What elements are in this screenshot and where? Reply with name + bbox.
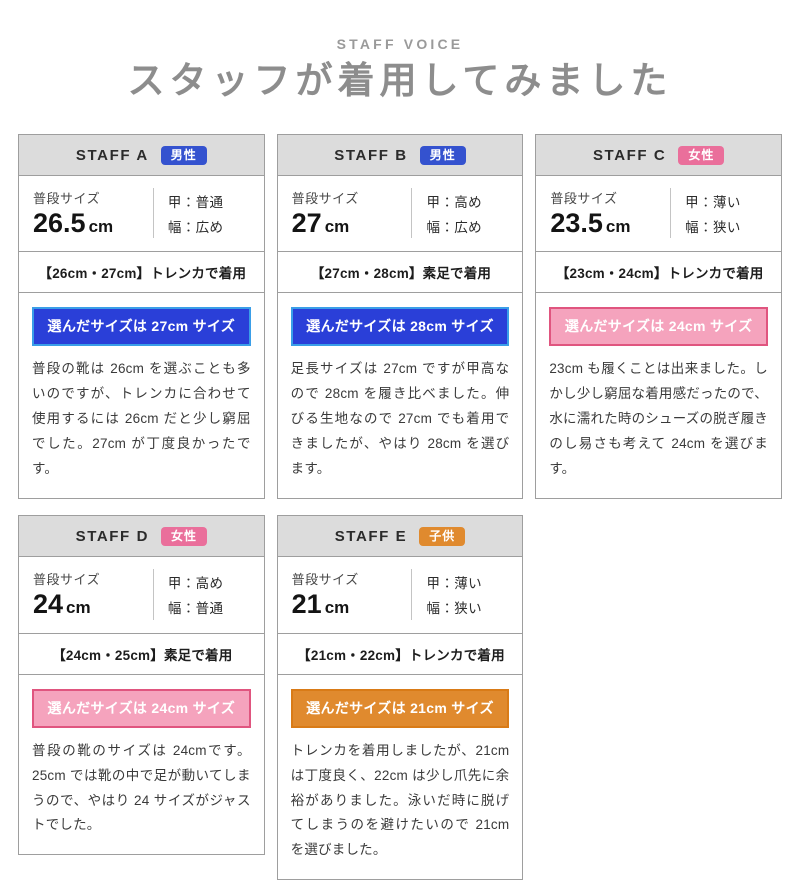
spec-width: 幅：広め <box>167 219 224 235</box>
staff-card: STAFF B 男性 普段サイズ 27 cm 甲：高め 幅：広め 【27cm・28… <box>276 134 524 500</box>
size-summary: 普段サイズ 24 cm 甲：高め 幅：普通 <box>19 557 264 634</box>
size-unit: cm <box>88 217 114 237</box>
staff-name: STAFF A <box>75 146 149 164</box>
usual-size-block: 普段サイズ 21 cm <box>278 569 412 619</box>
usual-size-label: 普段サイズ <box>291 191 359 207</box>
usual-size-block: 普段サイズ 27 cm <box>278 188 412 238</box>
chosen-size-banner: 選んだサイズは 24cm サイズ <box>549 307 768 347</box>
spec-instep: 甲：高め <box>426 194 483 210</box>
section-eyebrow: STAFF VOICE <box>336 36 464 52</box>
size-unit: cm <box>66 598 91 618</box>
card-body: 選んだサイズは 28cm サイズ 足長サイズは 27cm ですが甲高なので 28… <box>278 293 523 498</box>
wear-condition: 【26cm・27cm】トレンカで着用 <box>19 252 264 294</box>
review-text: 普段の靴のサイズは 24cmです。25cm では靴の中で足が動いてしまうので、や… <box>32 742 251 833</box>
size-unit: cm <box>324 598 350 618</box>
review-text: 普段の靴は 26cm を選ぶことも多いのですが、トレンカに合わせて使用するには … <box>32 361 251 477</box>
size-unit: cm <box>324 217 350 237</box>
staff-name: STAFF D <box>75 527 150 545</box>
card-header: STAFF B 男性 <box>277 135 523 177</box>
chosen-size-banner: 選んだサイズは 24cm サイズ <box>32 688 251 728</box>
spec-instep: 甲：薄い <box>426 575 483 591</box>
page-title: スタッフが着用してみました <box>127 60 673 101</box>
card-body: 選んだサイズは 24cm サイズ 普段の靴のサイズは 24cmです。25cm で… <box>19 675 264 855</box>
gender-badge: 女性 <box>161 526 208 546</box>
foot-spec-block: 甲：高め 幅：普通 <box>152 569 264 620</box>
spec-width: 幅：普通 <box>167 600 224 616</box>
card-body: 選んだサイズは 24cm サイズ 23cm も履くことは出来ました。しかし少し窮… <box>536 293 781 498</box>
staff-card: STAFF E 子供 普段サイズ 21 cm 甲：薄い 幅：狭い 【21cm・22… <box>276 515 524 880</box>
usual-size-value: 26.5 cm <box>33 208 114 239</box>
staff-card: STAFF D 女性 普段サイズ 24 cm 甲：高め 幅：普通 【24cm・25… <box>18 515 265 856</box>
staff-name: STAFF B <box>334 146 408 164</box>
card-header: STAFF A 男性 <box>19 135 264 177</box>
size-summary: 普段サイズ 26.5 cm 甲：普通 幅：広め <box>19 176 264 253</box>
usual-size-label: 普段サイズ <box>33 572 101 588</box>
staff-card: STAFF A 男性 普段サイズ 26.5 cm 甲：普通 幅：広め 【26cm・… <box>18 134 265 500</box>
usual-size-label: 普段サイズ <box>291 572 359 588</box>
staff-card-grid: STAFF A 男性 普段サイズ 26.5 cm 甲：普通 幅：広め 【26cm・… <box>18 134 782 880</box>
staff-name: STAFF E <box>334 527 408 545</box>
usual-size-value: 23.5 cm <box>550 208 631 239</box>
usual-size-block: 普段サイズ 26.5 cm <box>19 188 153 238</box>
gender-badge: 子供 <box>419 526 466 546</box>
chosen-size-banner: 選んだサイズは 21cm サイズ <box>290 688 510 728</box>
usual-size-label: 普段サイズ <box>550 191 618 207</box>
review-text: トレンカを着用しましたが、21cm は丁度良く、22cm は少し爪先に余裕があり… <box>290 742 510 858</box>
card-header: STAFF E 子供 <box>277 516 523 558</box>
wear-condition: 【23cm・24cm】トレンカで着用 <box>536 252 781 294</box>
usual-size-value: 27 cm <box>291 208 350 239</box>
size-unit: cm <box>605 217 631 237</box>
spec-instep: 甲：高め <box>167 575 224 591</box>
foot-spec-block: 甲：薄い 幅：狭い <box>411 569 522 620</box>
wear-condition: 【24cm・25cm】素足で着用 <box>19 634 264 675</box>
spec-width: 幅：狭い <box>685 219 741 235</box>
spec-instep: 甲：普通 <box>167 194 224 210</box>
foot-spec-block: 甲：薄い 幅：狭い <box>670 188 781 239</box>
card-body: 選んだサイズは 21cm サイズ トレンカを着用しましたが、21cm は丁度良く… <box>278 675 523 880</box>
chosen-size-banner: 選んだサイズは 27cm サイズ <box>32 307 251 347</box>
staff-name: STAFF C <box>592 146 667 164</box>
usual-size-block: 普段サイズ 24 cm <box>19 569 153 619</box>
gender-badge: 女性 <box>678 145 725 165</box>
wear-condition: 【21cm・22cm】トレンカで着用 <box>277 634 523 675</box>
usual-size-label: 普段サイズ <box>33 191 101 207</box>
wear-condition: 【27cm・28cm】素足で着用 <box>277 252 523 294</box>
spec-width: 幅：狭い <box>426 600 483 616</box>
foot-spec-block: 甲：普通 幅：広め <box>152 188 264 239</box>
review-text: 23cm も履くことは出来ました。しかし少し窮屈な着用感だったので、水に濡れた時… <box>549 361 768 477</box>
staff-voice-page: STAFF VOICE スタッフが着用してみました STAFF A 男性 普段サ… <box>18 36 782 880</box>
usual-size-value: 21 cm <box>291 589 350 620</box>
foot-spec-block: 甲：高め 幅：広め <box>411 188 522 239</box>
card-body: 選んだサイズは 27cm サイズ 普段の靴は 26cm を選ぶことも多いのですが… <box>19 293 264 498</box>
size-summary: 普段サイズ 27 cm 甲：高め 幅：広め <box>277 176 523 253</box>
spec-width: 幅：広め <box>426 219 483 235</box>
usual-size-block: 普段サイズ 23.5 cm <box>536 188 670 238</box>
gender-badge: 男性 <box>160 145 207 165</box>
chosen-size-banner: 選んだサイズは 28cm サイズ <box>290 307 510 347</box>
card-header: STAFF C 女性 <box>536 135 781 177</box>
size-summary: 普段サイズ 21 cm 甲：薄い 幅：狭い <box>277 557 523 634</box>
size-summary: 普段サイズ 23.5 cm 甲：薄い 幅：狭い <box>536 176 781 253</box>
spec-instep: 甲：薄い <box>685 194 741 210</box>
card-header: STAFF D 女性 <box>19 516 264 558</box>
review-text: 足長サイズは 27cm ですが甲高なので 28cm を履き比べました。伸びる生地… <box>290 361 510 477</box>
staff-card: STAFF C 女性 普段サイズ 23.5 cm 甲：薄い 幅：狭い 【23cm・… <box>535 134 782 500</box>
usual-size-value: 24 cm <box>33 589 91 620</box>
gender-badge: 男性 <box>419 145 466 165</box>
